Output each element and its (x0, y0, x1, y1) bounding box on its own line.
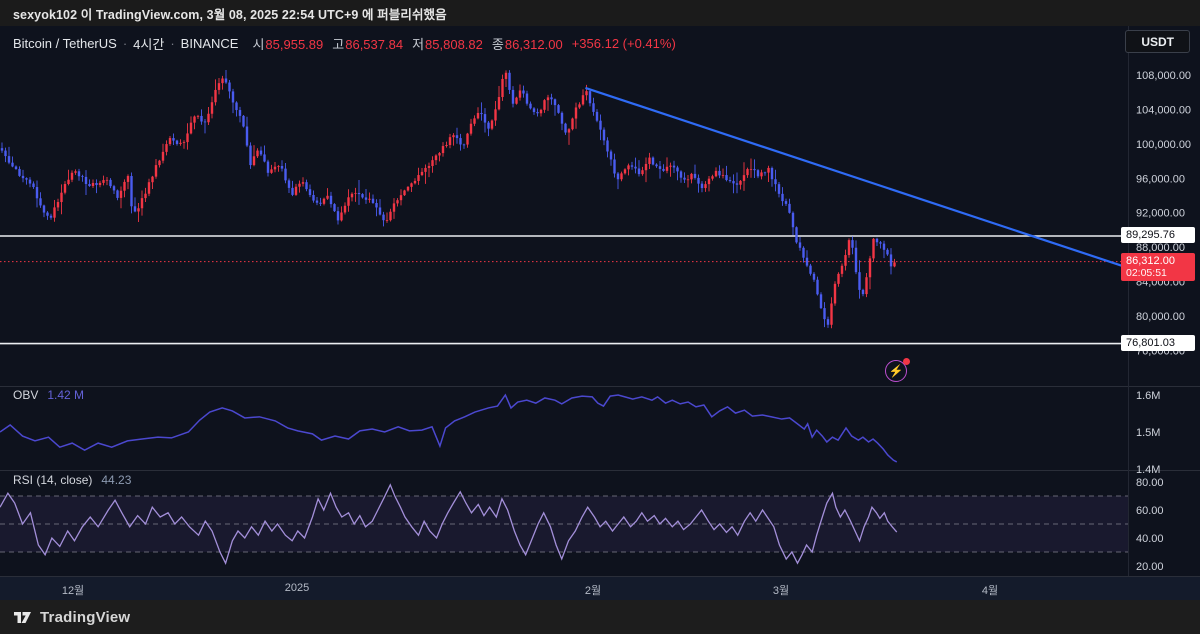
rsi-title[interactable]: RSI (14, close) (13, 473, 93, 487)
close-value: 86,312.00 (504, 36, 563, 52)
publish-text: sexyok102 이 TradingView.com, 3월 08, 2025… (13, 7, 447, 22)
obv-value: 1.42 M (47, 388, 85, 402)
change-value: +356.12 (+0.41%) (571, 35, 676, 51)
flash-icon[interactable]: ⚡ (884, 358, 910, 385)
low-value: 85,808.82 (425, 36, 483, 52)
time-axis-label: 3월 (772, 585, 790, 597)
open-label: 시 (252, 36, 265, 52)
close-label: 종 (491, 36, 504, 52)
low-label: 저 (412, 36, 425, 52)
symbol-header: Bitcoin / TetherUS · 4시간 · BINANCE 시85,9… (13, 34, 676, 52)
time-axis-label: 2월 (584, 585, 602, 597)
pane-separators (0, 26, 1200, 600)
chart-canvas[interactable]: 108,000.00 104,000.00 100,000.00 96,000.00 9… (0, 26, 1200, 600)
separator-dot: · (122, 35, 128, 51)
price-scale[interactable]: 108,000.00 104,000.00 100,000.00 96,000.00 9… (1136, 70, 1191, 573)
time-axis-label: 12월 (61, 585, 85, 597)
support-price-badge: 76,801.03 (1121, 335, 1195, 352)
currency-toggle-button[interactable]: USDT (1125, 30, 1190, 53)
open-value: 85,955.89 (265, 36, 324, 52)
symbol-name[interactable]: Bitcoin / TetherUS (13, 35, 117, 51)
tradingview-logo-icon[interactable] (13, 609, 32, 626)
obv-title[interactable]: OBV (13, 388, 39, 402)
current-price-value: 86,312.00 (1126, 254, 1175, 267)
footer-bar: TradingView (0, 600, 1200, 634)
svg-text:92,000.00: 92,000.00 (1136, 208, 1185, 220)
current-price-badge: 86,312.00 02:05:51 (1121, 252, 1195, 281)
lightning-bolt-icon: ⚡ (888, 364, 904, 378)
rsi-value: 44.23 (101, 473, 132, 487)
svg-text:80,000.00: 80,000.00 (1136, 311, 1185, 323)
svg-text:20.00: 20.00 (1136, 561, 1164, 573)
interval-label[interactable]: 4시간 (133, 36, 165, 52)
chart-region: 108,000.00 104,000.00 100,000.00 96,000.00 9… (0, 26, 1200, 600)
publish-bar: sexyok102 이 TradingView.com, 3월 08, 2025… (0, 0, 1200, 26)
exchange-label[interactable]: BINANCE (180, 35, 239, 51)
svg-text:100,000.00: 100,000.00 (1136, 139, 1191, 151)
svg-text:60.00: 60.00 (1136, 505, 1164, 517)
svg-text:104,000.00: 104,000.00 (1136, 104, 1191, 116)
level-lines (0, 235, 1128, 345)
svg-text:40.00: 40.00 (1136, 533, 1164, 545)
rsi-indicator-header[interactable]: RSI (14, close) 44.23 (13, 473, 131, 487)
obv-indicator-header[interactable]: OBV 1.42 M (13, 388, 84, 402)
high-label: 고 (332, 36, 345, 52)
svg-text:80.00: 80.00 (1136, 477, 1164, 489)
candles-layer (0, 69, 896, 329)
svg-text:1.6M: 1.6M (1136, 390, 1160, 402)
notification-dot (903, 358, 910, 365)
flash-ring: ⚡ (885, 360, 907, 382)
rsi-line (0, 483, 898, 565)
svg-text:108,000.00: 108,000.00 (1136, 70, 1191, 82)
high-value: 86,537.84 (345, 36, 404, 52)
separator-dot: · (170, 35, 175, 51)
time-axis-label: 4월 (981, 585, 999, 597)
time-axis-label: 2025 (284, 582, 310, 594)
trendline[interactable] (585, 86, 1129, 269)
rsi-pane (0, 495, 1128, 553)
brand-name[interactable]: TradingView (40, 608, 131, 626)
svg-text:1.4M: 1.4M (1136, 464, 1160, 476)
bar-countdown: 02:05:51 (1126, 266, 1167, 279)
svg-text:88,000.00: 88,000.00 (1136, 242, 1185, 254)
svg-text:96,000.00: 96,000.00 (1136, 173, 1185, 185)
ohlc-values: 시85,955.89 고86,537.84 저85,808.82 종86,312… (252, 34, 562, 53)
svg-text:1.5M: 1.5M (1136, 427, 1160, 439)
resistance-price-badge: 89,295.76 (1121, 227, 1195, 244)
obv-line (0, 393, 898, 463)
